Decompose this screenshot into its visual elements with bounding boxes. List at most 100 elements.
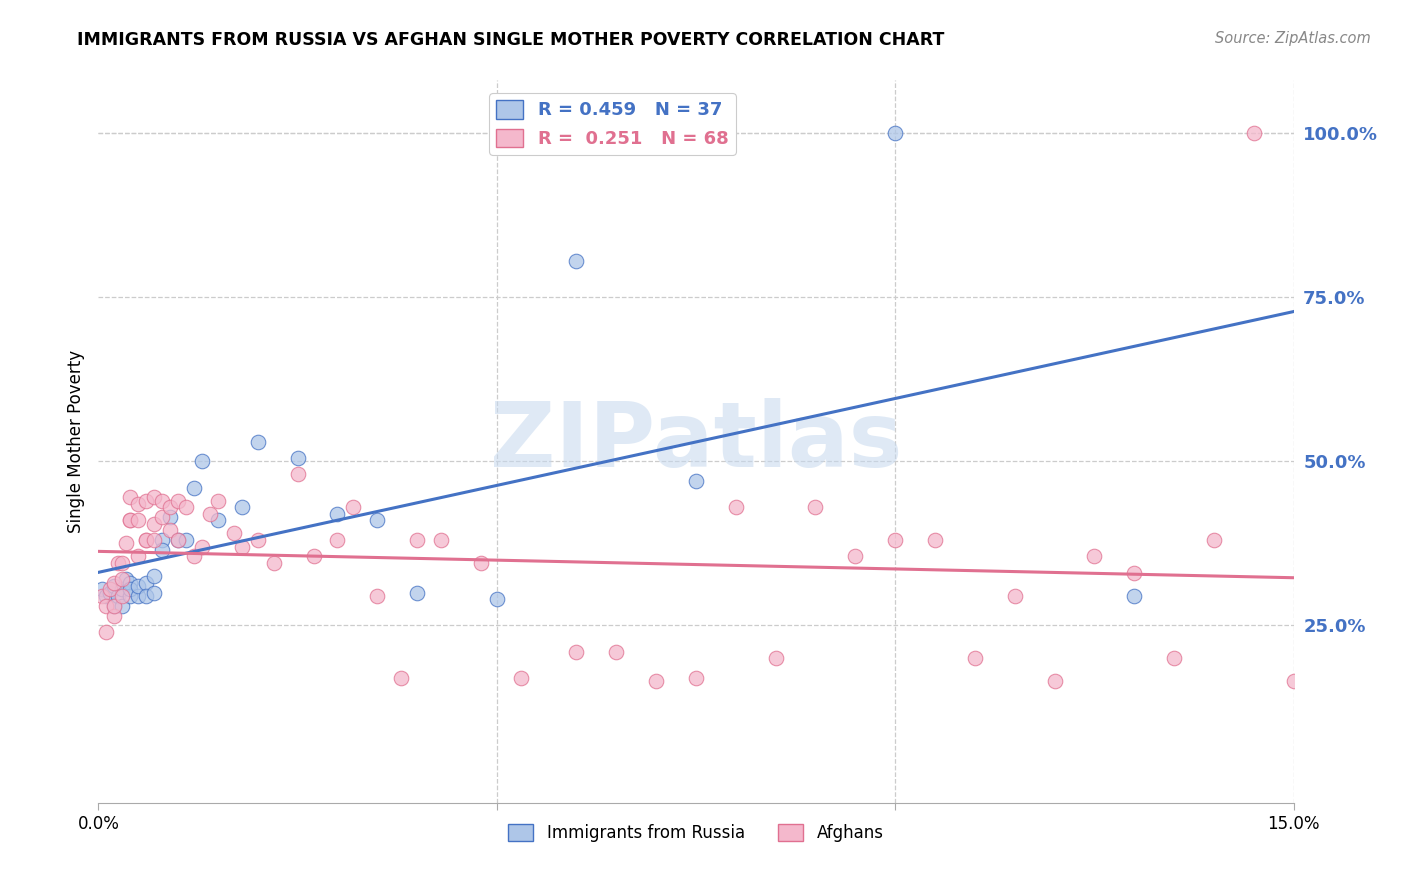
Point [135,575,157,590]
Point [366,513,388,527]
Point [174,533,197,547]
Text: Source: ZipAtlas.com: Source: ZipAtlas.com [1215,31,1371,46]
Point [120,589,142,603]
Point [96,625,118,640]
Point [115,536,138,550]
Point [159,500,181,515]
Point [326,507,349,521]
Point [143,516,166,531]
Point [963,651,986,665]
Point [135,533,157,547]
Point [167,493,190,508]
Point [159,523,181,537]
Point [366,589,388,603]
Point [120,513,142,527]
Point [143,491,166,505]
Point [120,513,142,527]
Point [884,126,907,140]
Point [150,542,173,557]
Point [1243,126,1265,140]
Point [804,500,827,515]
Point [924,533,946,547]
Point [167,533,190,547]
Point [765,651,787,665]
Point [167,533,190,547]
Point [191,454,214,468]
Point [222,526,245,541]
Point [135,533,157,547]
Point [231,540,253,554]
Point [183,549,205,564]
Point [150,533,173,547]
Point [174,500,197,515]
Point [509,671,531,685]
Point [302,549,325,564]
Point [111,582,134,597]
Point [103,579,125,593]
Point [685,474,707,488]
Point [430,533,453,547]
Point [389,671,412,685]
Point [406,533,429,547]
Point [1282,674,1305,689]
Point [1123,589,1146,603]
Point [1163,651,1185,665]
Point [342,500,364,515]
Point [111,599,134,613]
Point [103,575,125,590]
Point [91,582,114,597]
Text: ZIPatlas: ZIPatlas [489,398,903,485]
Point [287,467,309,482]
Point [1083,549,1105,564]
Point [263,556,285,570]
Point [1123,566,1146,580]
Point [645,674,668,689]
Point [135,589,157,603]
Point [231,500,253,515]
Point [198,507,221,521]
Point [127,497,149,511]
Point [127,513,149,527]
Point [724,500,747,515]
Point [406,585,429,599]
Point [326,533,349,547]
Y-axis label: Single Mother Poverty: Single Mother Poverty [66,350,84,533]
Point [159,510,181,524]
Point [111,589,134,603]
Point [183,481,205,495]
Point [98,585,122,599]
Point [107,589,129,603]
Point [107,556,129,570]
Point [111,573,134,587]
Point [115,573,138,587]
Point [246,533,269,547]
Point [91,589,114,603]
Point [565,253,588,268]
Point [103,608,125,623]
Point [884,533,907,547]
Point [287,450,309,465]
Point [1004,589,1026,603]
Text: IMMIGRANTS FROM RUSSIA VS AFGHAN SINGLE MOTHER POVERTY CORRELATION CHART: IMMIGRANTS FROM RUSSIA VS AFGHAN SINGLE … [77,31,945,49]
Point [96,589,118,603]
Point [605,645,627,659]
Point [207,513,229,527]
Point [844,549,866,564]
Point [103,599,125,613]
Point [103,599,125,613]
Legend: Immigrants from Russia, Afghans: Immigrants from Russia, Afghans [502,817,890,848]
Point [120,582,142,597]
Point [150,493,173,508]
Point [485,592,508,607]
Point [150,510,173,524]
Point [127,589,149,603]
Point [127,549,149,564]
Point [135,493,157,508]
Point [143,585,166,599]
Point [120,575,142,590]
Point [470,556,492,570]
Point [96,599,118,613]
Point [143,569,166,583]
Point [143,533,166,547]
Point [1043,674,1066,689]
